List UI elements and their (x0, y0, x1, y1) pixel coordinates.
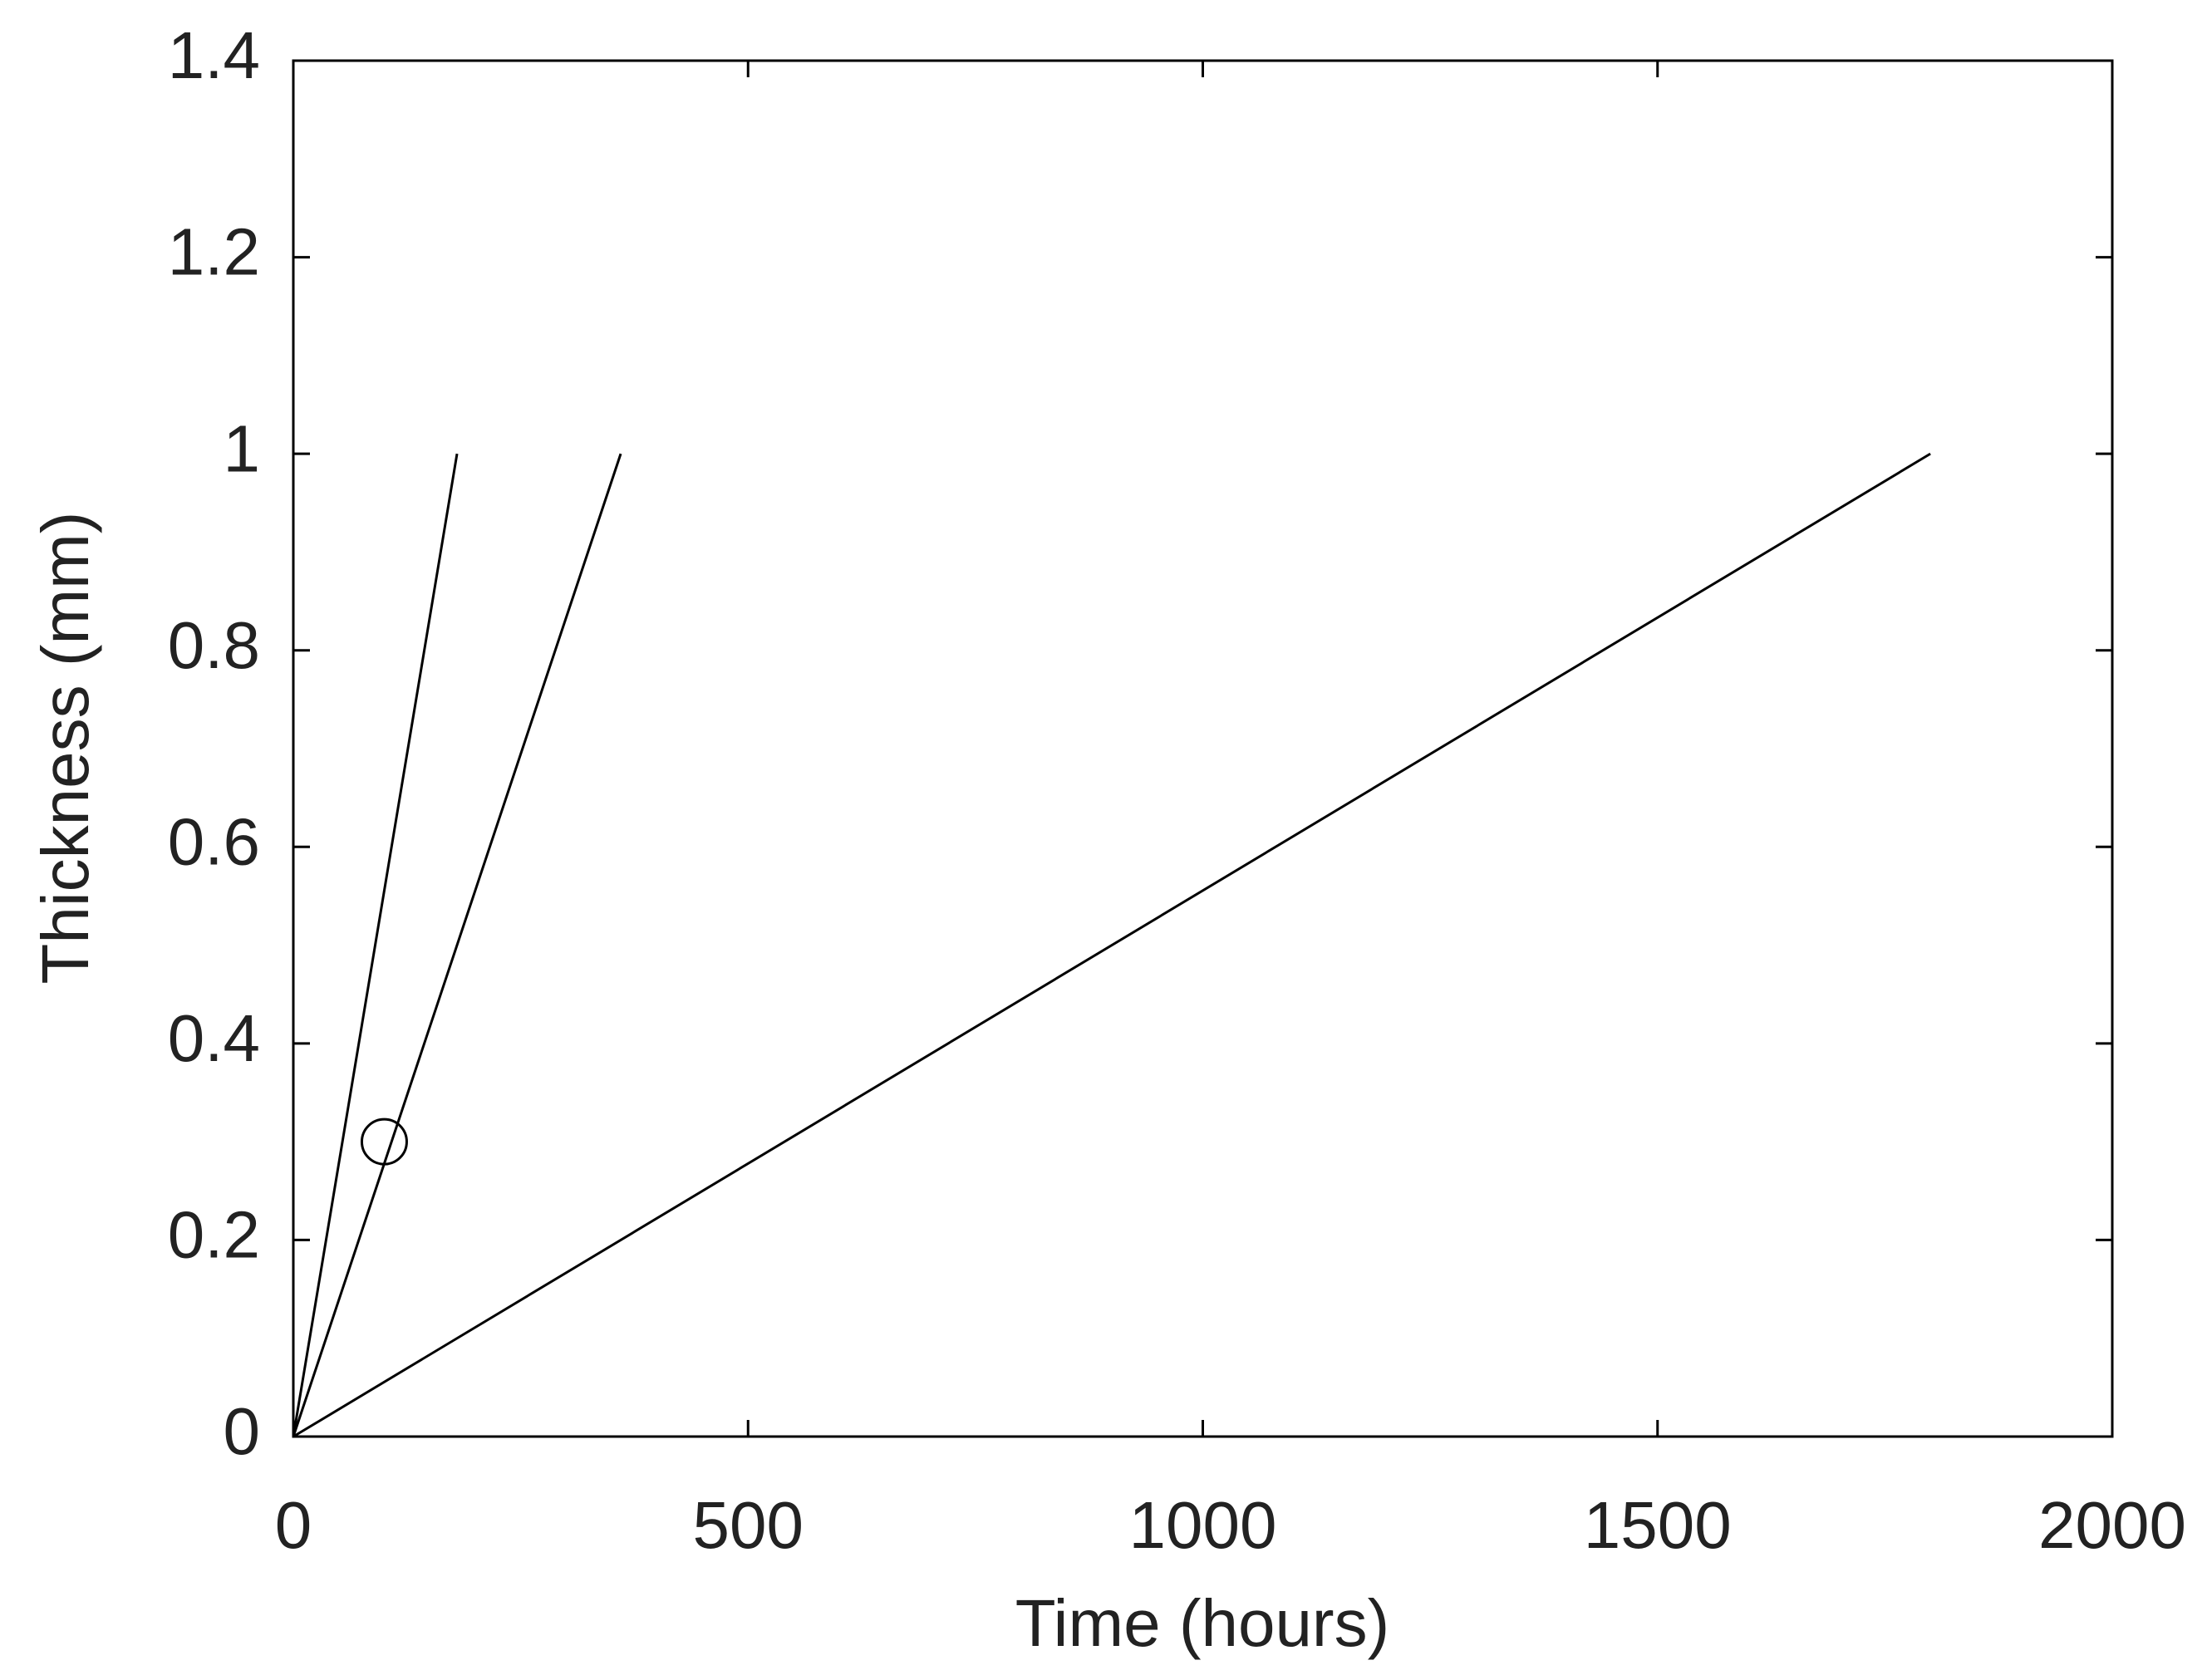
y-tick-label: 1 (224, 411, 261, 485)
data-line (292, 453, 622, 1437)
y-tick-label: 0.8 (168, 608, 260, 682)
y-tick-label: 0.6 (168, 804, 260, 878)
y-tick-label: 1.2 (168, 215, 260, 289)
x-tick-label: 2000 (2038, 1488, 2186, 1562)
data-line (292, 453, 459, 1437)
data-point (360, 1118, 408, 1166)
y-tick-label: 0 (224, 1394, 261, 1468)
x-tick-label: 1000 (1129, 1488, 1277, 1562)
x-axis-label: Time (hours) (1015, 1586, 1389, 1660)
x-tick-label: 0 (275, 1488, 312, 1562)
x-tick-label: 1500 (1584, 1488, 1732, 1562)
y-tick-label: 0.2 (168, 1198, 260, 1272)
y-tick-label: 1.4 (168, 18, 260, 92)
data-line (292, 452, 1931, 1438)
plot-frame (292, 59, 2114, 1438)
y-tick-label: 0.4 (168, 1001, 260, 1075)
x-tick-label: 500 (693, 1488, 804, 1562)
y-axis-label: Thickness (mm) (28, 512, 102, 985)
